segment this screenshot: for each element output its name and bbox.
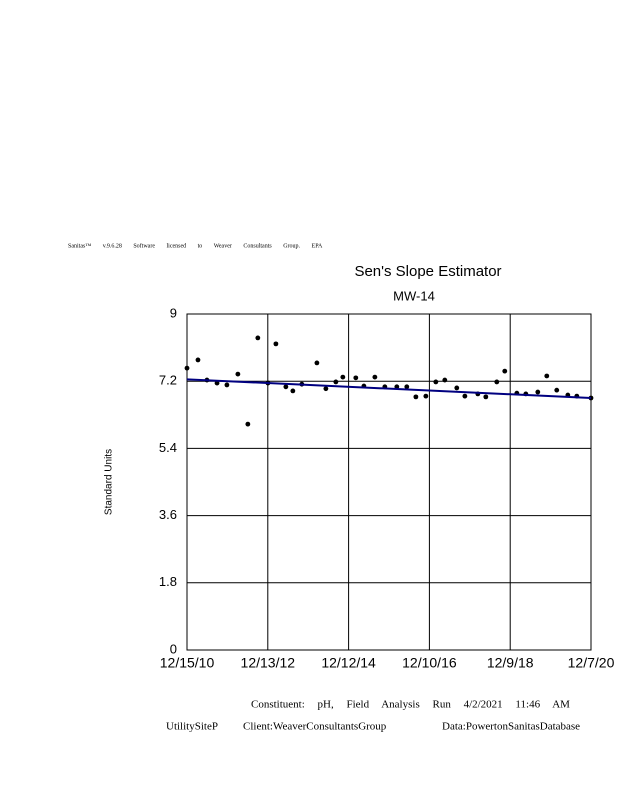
data-point xyxy=(323,386,329,392)
chart-subtitle: MW-14 xyxy=(393,288,435,303)
data-point xyxy=(413,394,419,400)
client-name: Client:WeaverConsultantsGroup xyxy=(243,721,387,733)
data-point xyxy=(483,394,489,400)
data-point xyxy=(353,375,359,381)
run-info: Constituent: pH, Field Analysis Run 4/2/… xyxy=(251,699,570,711)
data-point xyxy=(255,335,261,341)
data-point xyxy=(404,384,410,390)
x-tick-label: 12/13/12 xyxy=(241,655,296,671)
data-point xyxy=(442,377,448,383)
y-tick-label: 5.4 xyxy=(159,440,177,455)
site-name: UtilitySiteP xyxy=(166,721,218,733)
x-tick-label: 12/7/20 xyxy=(568,655,615,671)
y-tick-label: 7.2 xyxy=(159,373,177,388)
data-point xyxy=(494,379,500,385)
data-point xyxy=(283,384,289,390)
y-tick-label: 0 xyxy=(170,641,177,656)
data-point xyxy=(340,374,346,380)
x-tick-label: 12/10/16 xyxy=(402,655,457,671)
data-point xyxy=(224,382,230,388)
data-point xyxy=(214,380,220,386)
data-point xyxy=(454,385,460,391)
plot-border xyxy=(186,313,592,651)
data-point xyxy=(502,368,508,374)
license-header: Sanitas™ v.9.6.28 Software licensed to W… xyxy=(68,242,323,249)
y-tick-label: 1.8 xyxy=(159,574,177,589)
data-point xyxy=(372,374,378,380)
x-tick-label: 12/9/18 xyxy=(487,655,534,671)
y-tick-label: 9 xyxy=(170,305,177,320)
data-point xyxy=(314,360,320,366)
data-point xyxy=(554,387,560,393)
data-point xyxy=(423,393,429,399)
data-point xyxy=(544,373,550,379)
data-point xyxy=(333,379,339,385)
y-axis-label: Standard Units xyxy=(104,449,115,515)
data-point xyxy=(462,393,468,399)
data-point xyxy=(195,357,201,363)
data-point xyxy=(273,341,279,347)
trend-line xyxy=(186,378,592,399)
data-point xyxy=(433,379,439,385)
y-tick-label: 3.6 xyxy=(159,507,177,522)
x-tick-label: 12/12/14 xyxy=(321,655,376,671)
data-point xyxy=(235,371,241,377)
data-source: Data:PowertonSanitasDatabase xyxy=(442,721,580,733)
data-point xyxy=(535,389,541,395)
data-point xyxy=(245,421,251,427)
data-point xyxy=(290,388,296,394)
x-tick-label: 12/15/10 xyxy=(160,655,215,671)
data-point xyxy=(184,365,190,371)
chart-title: Sen's Slope Estimator xyxy=(354,263,501,280)
